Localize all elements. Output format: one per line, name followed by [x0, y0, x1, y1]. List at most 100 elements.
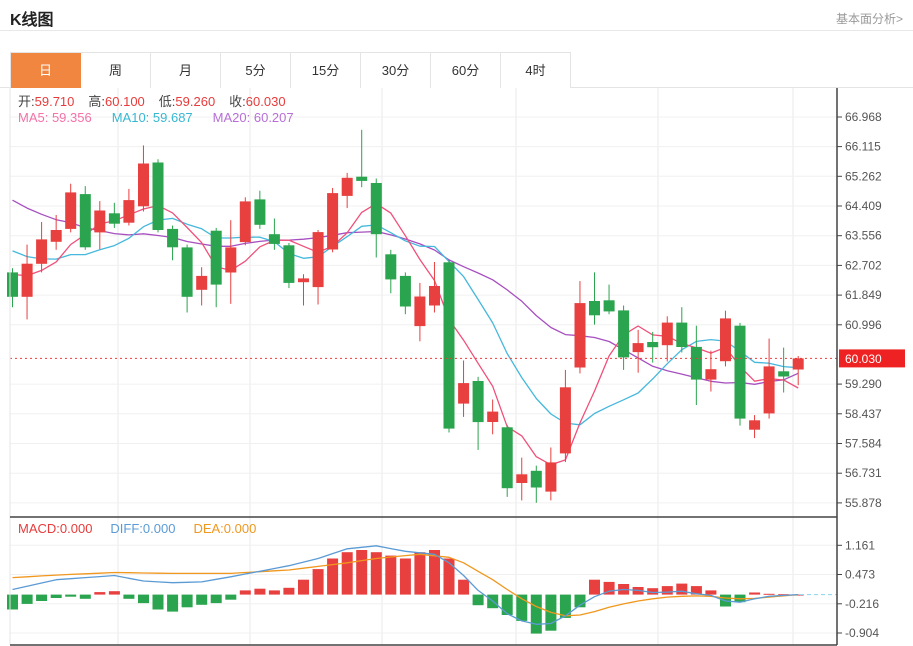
candle-body [341, 177, 353, 196]
candle-body [734, 325, 746, 419]
candle-body [239, 201, 251, 243]
macd-hist-bar [472, 594, 484, 606]
candle-body [312, 232, 324, 288]
ma-item-1: MA10: 59.687 [111, 110, 193, 125]
macd-axis-label: -0.216 [845, 597, 879, 611]
candle-body [399, 275, 411, 307]
price-axis-label: 66.115 [845, 140, 881, 154]
macd-hist-bar [283, 587, 295, 595]
macd-hist-bar [327, 558, 339, 595]
macd-hist-bar [298, 579, 309, 595]
ohlc-label-1: 高: [88, 94, 106, 109]
candle-body [94, 210, 106, 233]
candle-body [487, 411, 499, 422]
candle-body [458, 383, 470, 404]
price-axis-label: 60.996 [845, 318, 882, 332]
macd-hist-bar [603, 581, 615, 595]
tab-period-4[interactable]: 15分 [291, 53, 361, 88]
tab-period-0[interactable]: 日 [11, 53, 81, 88]
candle-body [443, 262, 455, 429]
candle-body [618, 310, 630, 358]
macd-hist-bar [254, 588, 266, 595]
candle-body [472, 381, 484, 423]
candle-body [298, 278, 309, 283]
candle-body [589, 301, 600, 316]
macd-hist-bar [501, 594, 513, 615]
macd-axis-label: 0.473 [845, 568, 875, 582]
tab-period-3[interactable]: 5分 [221, 53, 291, 88]
ohlc-value-0: 59.710 [34, 94, 75, 109]
candle-body [778, 371, 790, 377]
ma20-line [12, 199, 799, 385]
macd-hist-bar [356, 550, 368, 595]
candle-body [559, 387, 571, 454]
macd-hist-bar [661, 586, 673, 595]
candle-body [152, 162, 164, 230]
macd-hist-bar [181, 594, 193, 608]
macd-hist-bar [385, 555, 397, 595]
price-axis-label: 56.731 [845, 466, 882, 480]
ma-item-2: MA20: 60.207 [212, 110, 294, 125]
tab-period-6[interactable]: 60分 [431, 53, 501, 88]
candle-body [763, 366, 775, 414]
price-axis-label: 61.849 [845, 288, 882, 302]
price-axis-label: 59.290 [845, 377, 882, 391]
macd-hist-bar [429, 550, 440, 595]
candle-body [210, 230, 222, 285]
tab-period-7[interactable]: 4时 [501, 53, 571, 88]
macd-hist-bar [167, 594, 179, 612]
macd-hist-bar [312, 569, 324, 595]
header-divider [0, 30, 913, 31]
candle-body [167, 228, 179, 248]
ma-item-0: MA5: 59.356 [18, 110, 92, 125]
candle-body [283, 245, 295, 283]
ohlc-readout: 开:59.710 高:60.100 低:59.260 收:60.030 [18, 91, 300, 110]
macd-hist-bar [749, 592, 761, 595]
candle-body [254, 199, 266, 225]
macd-hist-bar [152, 594, 164, 610]
macd-hist-bar [705, 590, 717, 595]
macd-hist-bar [65, 594, 77, 597]
candle-body [632, 343, 644, 353]
candle-body [792, 358, 804, 370]
candle-body [429, 286, 440, 306]
candle-body [705, 369, 717, 380]
candle-body [225, 247, 237, 273]
price-axis-label: 63.556 [845, 229, 882, 243]
macd-hist-bar [196, 594, 208, 605]
macd-hist-bar [94, 592, 106, 595]
fundamental-analysis-link[interactable]: 基本面分析> [835, 12, 903, 26]
tab-period-1[interactable]: 周 [81, 53, 151, 88]
tab-period-2[interactable]: 月 [151, 53, 221, 88]
tab-period-5[interactable]: 30分 [361, 53, 431, 88]
candle-body [530, 470, 542, 488]
candle-body [123, 200, 135, 223]
macd-hist-bar [414, 552, 426, 595]
macd-hist-bar [530, 594, 542, 634]
macd-hist-bar [50, 594, 62, 598]
macd-hist-bar [589, 579, 600, 595]
ohlc-value-3: 60.030 [245, 94, 286, 109]
page-title: K线图 [10, 12, 54, 29]
dea-line [12, 553, 799, 617]
macd-hist-bar [458, 579, 470, 595]
candle-body [516, 474, 528, 483]
candle-body [501, 427, 513, 489]
macd-hist-bar [7, 594, 18, 610]
macd-hist-bar [443, 558, 455, 595]
macd-hist-bar [399, 558, 411, 595]
candle-body [65, 192, 77, 229]
macd-hist-bar [778, 594, 790, 596]
ohlc-value-2: 59.260 [175, 94, 216, 109]
macd-hist-bar [676, 583, 688, 595]
candle-body [676, 322, 688, 347]
macd-hist-bar [239, 590, 251, 595]
price-axis-label: 55.878 [845, 496, 882, 510]
candle-body [545, 462, 557, 492]
ma10-line [12, 217, 799, 426]
candle-body [79, 194, 91, 248]
ohlc-label-0: 开: [18, 94, 35, 109]
macd-hist-bar [36, 594, 48, 601]
